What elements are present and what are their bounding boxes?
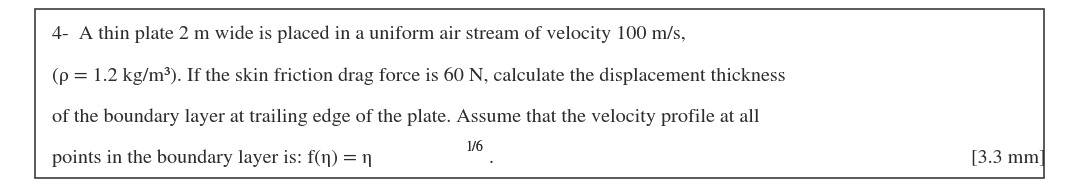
- Text: points in the boundary layer is: f(η) = η: points in the boundary layer is: f(η) = …: [52, 149, 373, 167]
- Text: .: .: [488, 149, 494, 167]
- Text: (ρ = 1.2 kg/m³). If the skin friction drag force is 60 N, calculate the displace: (ρ = 1.2 kg/m³). If the skin friction dr…: [52, 67, 785, 85]
- Text: of the boundary layer at trailing edge of the plate. Assume that the velocity pr: of the boundary layer at trailing edge o…: [52, 108, 759, 126]
- Text: [3.3 mm]: [3.3 mm]: [971, 149, 1045, 167]
- Text: 1/6: 1/6: [465, 141, 483, 154]
- Text: 1/6: 1/6: [465, 141, 483, 154]
- Text: 4-  A thin plate 2 m wide is placed in a uniform air stream of velocity 100 m/s,: 4- A thin plate 2 m wide is placed in a …: [52, 26, 686, 43]
